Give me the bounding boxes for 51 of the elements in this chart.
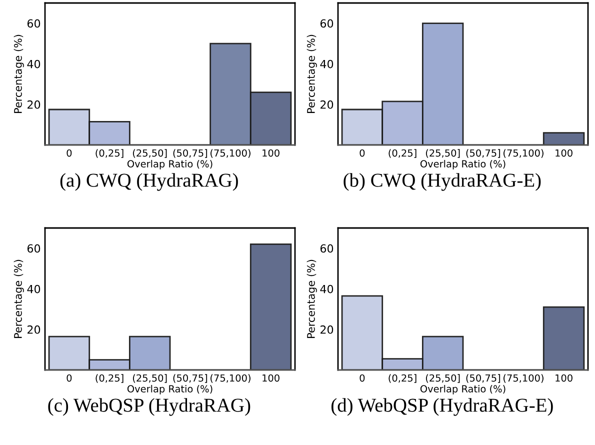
x-tick-label: 100 bbox=[262, 149, 280, 157]
x-tick-label: (50,75] bbox=[466, 149, 500, 158]
bar bbox=[542, 306, 585, 370]
y-tick-label: 60 bbox=[320, 244, 334, 253]
x-tick-label: 100 bbox=[556, 149, 572, 157]
x-tick-label: 100 bbox=[262, 374, 280, 382]
y-axis-title: Percentage (%) bbox=[306, 34, 317, 113]
x-tick-label: (50,75] bbox=[466, 374, 500, 383]
y-tick-label: 20 bbox=[28, 325, 40, 334]
x-axis-title: Overlap Ratio (%) bbox=[127, 384, 212, 394]
y-tick-label: 60 bbox=[320, 19, 334, 28]
y-tick-label: 40 bbox=[320, 60, 334, 68]
x-tick-label: (0,25] bbox=[96, 374, 124, 383]
x-tick-label: 100 bbox=[556, 374, 572, 382]
y-tick-label: 40 bbox=[27, 284, 40, 294]
x-axis-title: Overlap Ratio (%) bbox=[127, 160, 212, 170]
x-tick-label: (75,100) bbox=[210, 374, 250, 383]
y-tick-label: 40 bbox=[27, 60, 40, 68]
x-axis-title: Overlap Ratio (%) bbox=[420, 384, 506, 394]
y-tick-label: 20 bbox=[28, 100, 40, 109]
text: (d) WebQSP (HydraRAG-E) bbox=[331, 398, 553, 416]
x-tick-label: (75,100) bbox=[504, 149, 544, 158]
bar bbox=[250, 244, 292, 370]
y-tick-label: 40 bbox=[320, 284, 334, 294]
y-tick-label: 20 bbox=[320, 100, 334, 109]
x-tick-label: (50,75] bbox=[173, 149, 208, 158]
text: (b) CWQ (HydraRAG-E) bbox=[344, 173, 541, 191]
y-tick-label: 60 bbox=[27, 19, 40, 28]
y-axis-title: Percentage (%) bbox=[14, 34, 24, 113]
x-tick-label: (25,50] bbox=[426, 149, 460, 158]
x-tick-label: (0,25] bbox=[388, 149, 416, 158]
x-tick-label: (75,100) bbox=[210, 149, 250, 158]
x-tick-label: 0 bbox=[66, 149, 72, 157]
text: (c) WebQSP (HydraRAG) bbox=[48, 398, 250, 416]
text: (a) CWQ (HydraRAG) bbox=[60, 173, 238, 191]
x-tick-label: (25,50] bbox=[132, 149, 167, 158]
x-tick-label: 0 bbox=[360, 149, 365, 157]
x-tick-label: (25,50] bbox=[426, 374, 460, 383]
x-tick-label: (50,75] bbox=[173, 374, 208, 383]
x-tick-label: (0,25] bbox=[388, 374, 416, 383]
x-tick-label: (0,25] bbox=[96, 149, 124, 158]
x-tick-label: 0 bbox=[66, 374, 72, 382]
x-tick-label: (25,50] bbox=[132, 374, 167, 383]
y-tick-label: 60 bbox=[27, 244, 40, 253]
bar bbox=[542, 132, 585, 145]
y-axis-title: Percentage (%) bbox=[14, 260, 24, 338]
y-tick-label: 20 bbox=[320, 325, 334, 334]
x-tick-label: 0 bbox=[360, 374, 365, 382]
x-tick-label: (75,100) bbox=[504, 374, 544, 383]
x-axis-title: Overlap Ratio (%) bbox=[420, 160, 506, 170]
y-axis-title: Percentage (%) bbox=[306, 260, 317, 338]
